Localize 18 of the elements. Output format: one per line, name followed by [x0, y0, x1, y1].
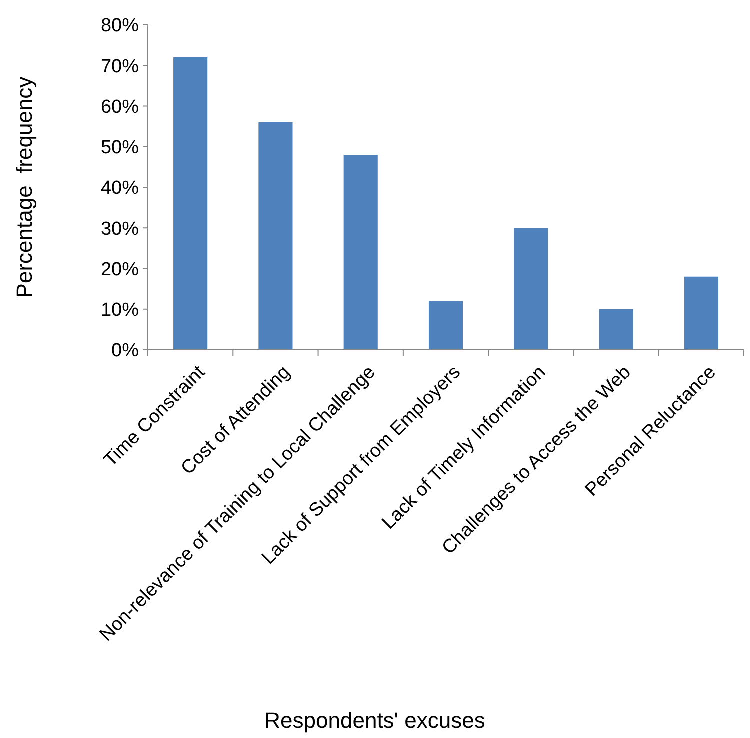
bar: [344, 155, 378, 350]
y-tick-label: 50%: [100, 138, 140, 159]
y-tick-label: 30%: [100, 218, 140, 240]
bar: [174, 58, 208, 350]
bar: [599, 309, 634, 350]
y-tick-label: 80%: [100, 16, 140, 37]
bar: [514, 228, 548, 350]
bar: [258, 122, 293, 350]
y-tick-label: 20%: [100, 259, 140, 280]
bar: [684, 276, 718, 350]
bar: [428, 301, 464, 350]
x-axis-title: Respondents' excuses: [264, 708, 486, 733]
y-tick-label: 60%: [100, 96, 140, 118]
y-axis-title: Percentage frequency: [12, 76, 37, 298]
y-tick-label: 10%: [100, 300, 140, 322]
y-tick-label: 70%: [100, 56, 140, 78]
y-tick-label: 0%: [112, 340, 140, 362]
y-tick-label: 40%: [100, 178, 140, 200]
